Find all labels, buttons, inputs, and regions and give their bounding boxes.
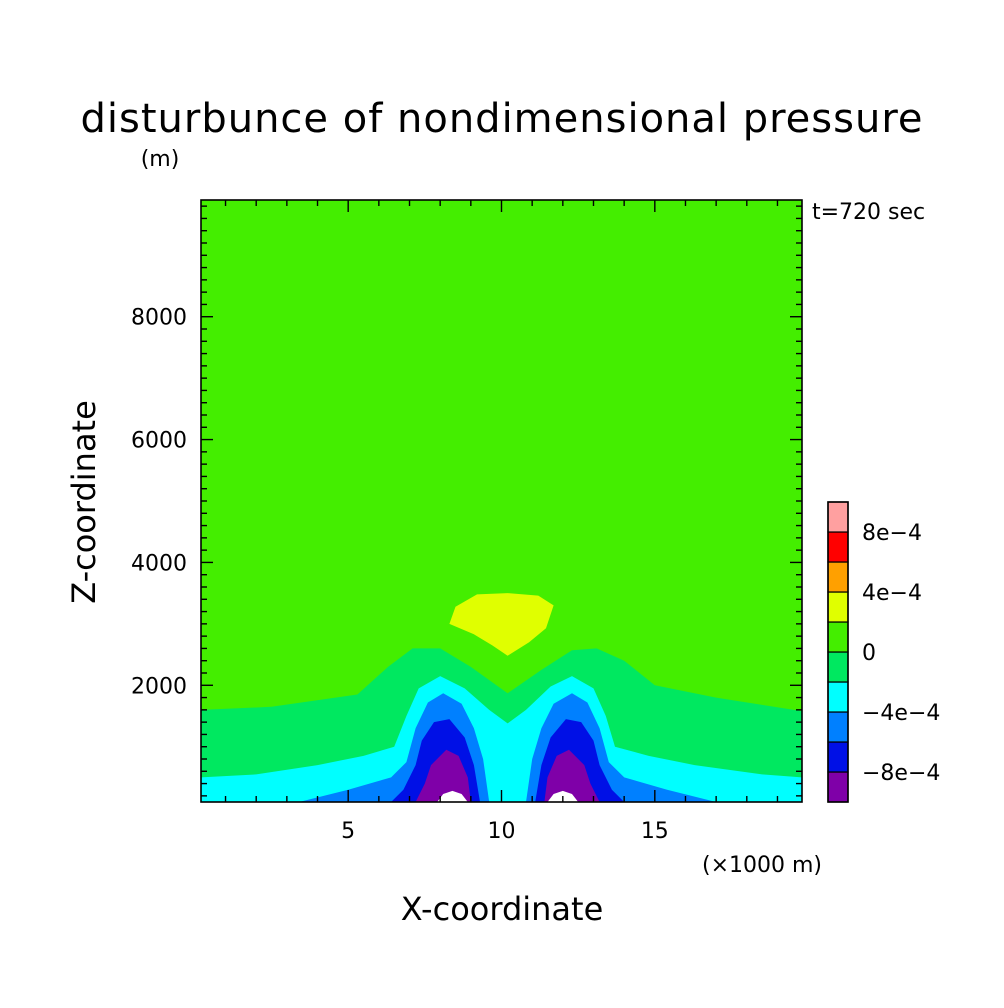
colorbar-label: 8e−4 bbox=[862, 521, 922, 546]
x-scale-note: (×1000 m) bbox=[702, 853, 822, 878]
colorbar-swatch bbox=[827, 741, 849, 773]
y-tick-label: 6000 bbox=[131, 429, 187, 454]
plot-area bbox=[200, 199, 803, 803]
chart-title: disturbunce of nondimensional pressure bbox=[81, 96, 924, 142]
x-tick-label: 15 bbox=[641, 819, 669, 844]
y-tick-label: 2000 bbox=[131, 674, 187, 699]
colorbar-swatch bbox=[827, 681, 849, 713]
units-label: (m) bbox=[141, 147, 180, 172]
colorbar-label: −8e−4 bbox=[862, 761, 940, 786]
x-axis-label: X-coordinate bbox=[401, 890, 604, 928]
contour-region-1 bbox=[449, 593, 554, 656]
colorbar-label: 0 bbox=[862, 641, 876, 666]
colorbar-swatch bbox=[827, 711, 849, 743]
tick-labels: 5 10 15 2000 4000 6000 8000 bbox=[131, 306, 669, 844]
contour-region-10 bbox=[437, 790, 468, 802]
colorbar-label: 4e−4 bbox=[862, 581, 922, 606]
y-axis-label: Z-coordinate bbox=[65, 400, 103, 604]
y-tick-label: 4000 bbox=[131, 551, 187, 576]
colorbar: 8e−4 4e−4 0 −4e−4 −8e−4 bbox=[827, 501, 940, 803]
colorbar-swatch bbox=[827, 651, 849, 683]
contour-region-9 bbox=[544, 749, 600, 802]
colorbar-swatch bbox=[827, 501, 849, 533]
colorbar-swatch bbox=[827, 531, 849, 563]
colorbar-swatch bbox=[827, 591, 849, 623]
colorbar-label: −4e−4 bbox=[862, 701, 940, 726]
contour-region-0 bbox=[201, 200, 802, 802]
colorbar-swatch bbox=[827, 621, 849, 653]
colorbar-swatch bbox=[827, 561, 849, 593]
x-tick-label: 5 bbox=[341, 819, 355, 844]
x-tick-label: 10 bbox=[488, 819, 516, 844]
time-label: t=720 sec bbox=[812, 200, 925, 225]
colorbar-swatch bbox=[827, 771, 849, 803]
axis-ticks bbox=[201, 200, 802, 802]
y-tick-label: 8000 bbox=[131, 306, 187, 331]
colorbar-frame bbox=[827, 501, 849, 803]
contour-region-8 bbox=[415, 749, 471, 802]
contour-region-3 bbox=[201, 676, 802, 802]
